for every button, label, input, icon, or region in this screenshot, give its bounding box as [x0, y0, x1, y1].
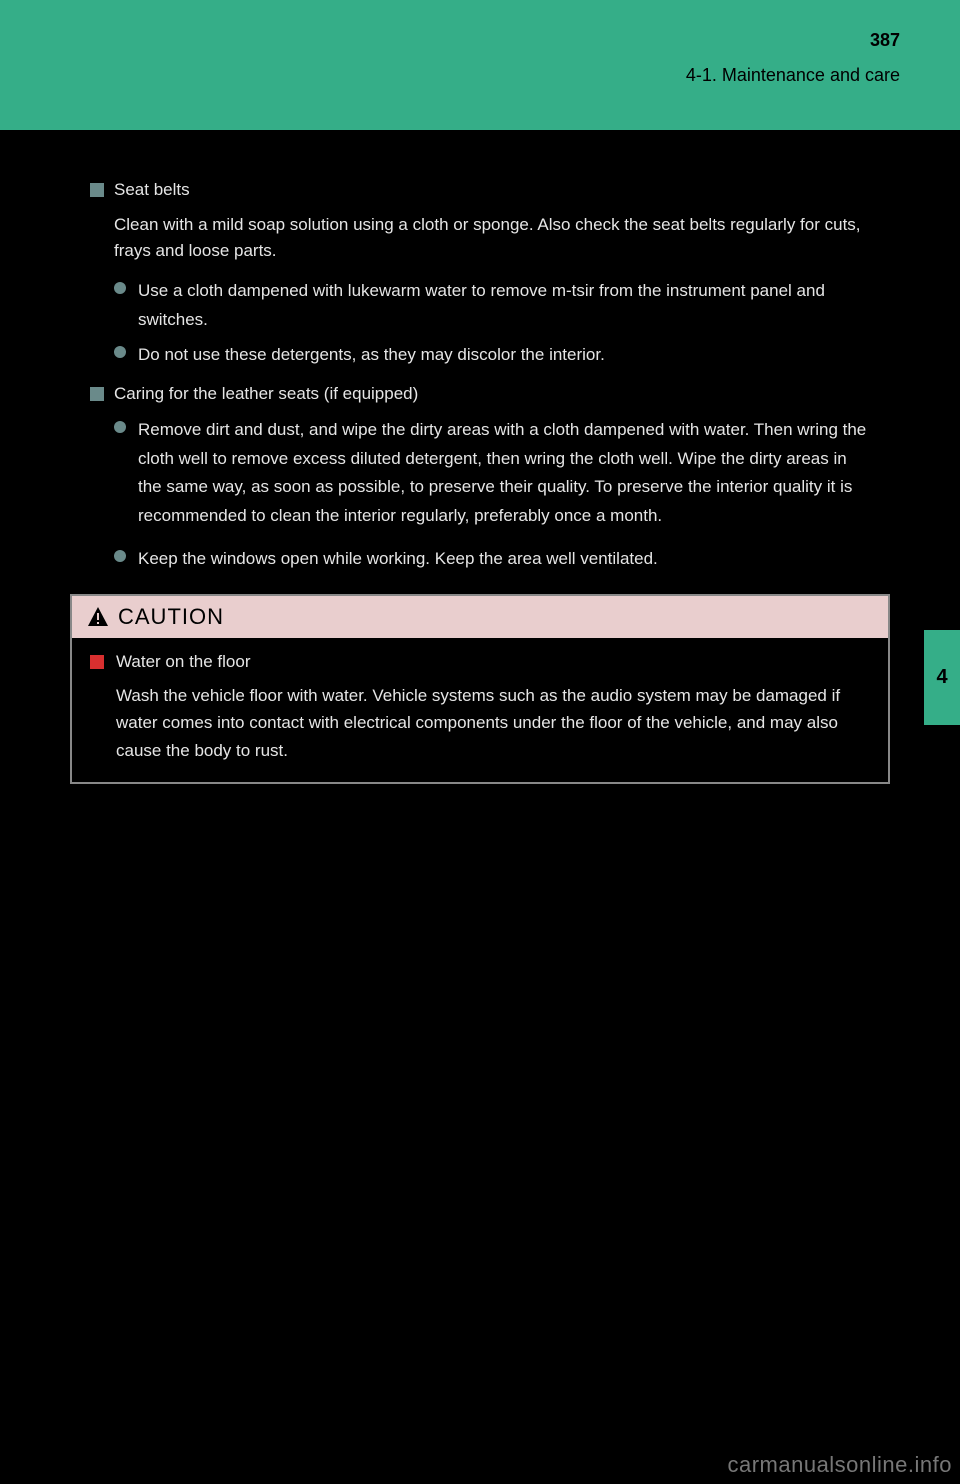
- caution-header: CAUTION: [72, 596, 888, 638]
- bullet-item: Do not use these detergents, as they may…: [114, 341, 870, 370]
- section-title-text: Seat belts: [114, 180, 190, 200]
- bullet-dot-icon: [114, 550, 126, 562]
- bullet-dot-icon: [114, 346, 126, 358]
- page-content: Seat belts Clean with a mild soap soluti…: [0, 130, 960, 574]
- bullet-text: Use a cloth dampened with lukewarm water…: [138, 277, 870, 335]
- bullet-item: Remove dirt and dust, and wipe the dirty…: [114, 416, 870, 532]
- caution-body: Water on the floor Wash the vehicle floo…: [72, 638, 888, 782]
- red-square-marker-icon: [90, 655, 104, 669]
- bullet-text: Do not use these detergents, as they may…: [138, 341, 605, 370]
- chapter-tab: 4: [924, 630, 960, 725]
- caution-label: CAUTION: [118, 604, 224, 630]
- header-section-title: 4-1. Maintenance and care: [686, 65, 900, 86]
- bullet-text: Keep the windows open while working. Kee…: [138, 545, 658, 574]
- bullet-dot-icon: [114, 282, 126, 294]
- section-heading: Seat belts: [90, 180, 870, 200]
- caution-heading-row: Water on the floor: [90, 652, 870, 672]
- bullet-item: Keep the windows open while working. Kee…: [114, 545, 870, 574]
- chapter-tab-number: 4: [936, 666, 947, 689]
- square-marker-icon: [90, 183, 104, 197]
- caution-heading: Water on the floor: [116, 652, 251, 672]
- warning-icon: [86, 605, 110, 629]
- caution-body-text: Wash the vehicle floor with water. Vehic…: [116, 682, 870, 764]
- page-number: 387: [870, 30, 900, 51]
- page-header: 387 4-1. Maintenance and care: [0, 0, 960, 130]
- bullet-text: Remove dirt and dust, and wipe the dirty…: [138, 416, 870, 532]
- section-body-text: Clean with a mild soap solution using a …: [114, 212, 870, 263]
- bullet-dot-icon: [114, 421, 126, 433]
- watermark-text: carmanualsonline.info: [727, 1452, 952, 1478]
- section-heading: Caring for the leather seats (if equippe…: [90, 384, 870, 404]
- caution-box: CAUTION Water on the floor Wash the vehi…: [70, 594, 890, 784]
- section-title-text: Caring for the leather seats (if equippe…: [114, 384, 418, 404]
- bullet-item: Use a cloth dampened with lukewarm water…: [114, 277, 870, 335]
- square-marker-icon: [90, 387, 104, 401]
